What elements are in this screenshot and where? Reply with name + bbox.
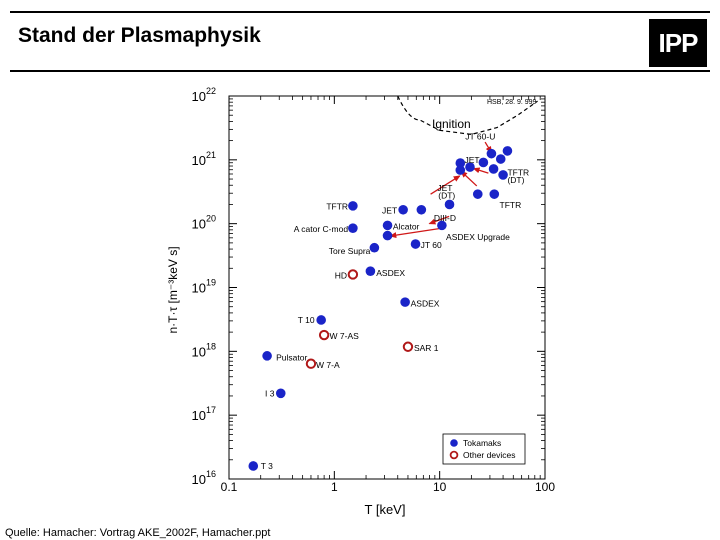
device-label: Alcator [393, 222, 420, 232]
device-label: T 10 [298, 315, 315, 325]
device-label: DIII-D [434, 213, 456, 223]
y-tick-label: 1021 [192, 150, 216, 168]
device-label: JET [464, 155, 479, 165]
other-device-point [347, 269, 359, 280]
device-label: JT 60-U [465, 132, 495, 142]
tokamak-point [416, 204, 427, 215]
tokamak-point [502, 146, 513, 156]
other-device-point [318, 329, 330, 341]
y-tick-label: 1019 [192, 278, 216, 296]
source-footer: Quelle: Hamacher: Vortrag AKE_2002F, Ham… [5, 527, 271, 539]
y-tick-label: 1018 [192, 341, 216, 359]
legend-tokamak-label: Tokamaks [463, 438, 501, 448]
tokamak-point [495, 154, 506, 164]
device-label: (DT) [507, 175, 524, 185]
tokamak-point [348, 201, 358, 211]
slide-title: Stand der Plasmaphysik [18, 24, 261, 47]
tokamak-point [488, 164, 499, 174]
legend-other-label: Other devices [463, 450, 515, 460]
title-rule [10, 70, 710, 72]
x-tick-label: 1 [331, 480, 338, 494]
tokamak-point [400, 297, 410, 307]
device-label: (DT) [438, 191, 455, 201]
tokamak-point [369, 242, 380, 253]
device-label: TFTR [500, 200, 522, 210]
tokamak-point [248, 461, 259, 471]
device-label: HD [335, 270, 347, 280]
x-tick-label: 0.1 [221, 480, 238, 494]
legend-tokamak-marker [450, 439, 458, 447]
tokamak-point [316, 315, 326, 325]
device-label: TFTR [326, 202, 348, 212]
y-tick-label: 1016 [192, 469, 216, 487]
y-tick-label: 1022 [192, 86, 216, 104]
y-tick-label: 1017 [192, 405, 216, 423]
progress-arrow [460, 170, 478, 187]
tokamak-point [498, 170, 508, 180]
tokamak-point [398, 204, 408, 215]
x-axis-label: T [keV] [365, 502, 406, 517]
ignition-label: Ignition [432, 117, 471, 131]
tokamak-point [348, 223, 358, 233]
device-label: ASDEX [376, 268, 405, 278]
other-device-point [402, 341, 414, 352]
tokamak-point [382, 230, 393, 241]
device-label: JT 60 [421, 240, 442, 250]
y-tick-label: 1020 [192, 214, 216, 232]
tokamak-point [489, 189, 500, 199]
tokamak-point [455, 165, 466, 175]
tokamak-point [478, 157, 489, 168]
device-label: TFTR [507, 168, 529, 178]
legend-box [442, 433, 526, 465]
device-label: W 7-A [316, 360, 340, 370]
tokamak-point [455, 158, 466, 168]
progress-arrow [430, 175, 461, 195]
device-label: JET [437, 183, 452, 193]
tokamak-point [365, 266, 376, 277]
device-label: JET [382, 206, 397, 216]
tokamak-point [262, 351, 272, 361]
tokamak-point [410, 239, 421, 249]
device-label: SAR 1 [414, 343, 439, 353]
device-label: Tore Supra [329, 246, 371, 256]
tokamak-point [275, 388, 286, 399]
tokamak-point [486, 148, 497, 159]
device-label: ASDEX Upgrade [446, 232, 510, 242]
top-rule [10, 11, 710, 13]
x-tick-label: 100 [535, 480, 555, 494]
progress-arrow [389, 227, 445, 239]
y-axis-label: n·T·τ [m⁻³keV s] [166, 246, 180, 333]
other-device-point [305, 358, 317, 369]
chart-stamp: HSB, 28. 9. 999 [487, 99, 537, 106]
device-label: W 7-AS [330, 331, 360, 341]
tokamak-point [444, 199, 455, 210]
progress-arrow [428, 215, 450, 225]
x-tick-label: 10 [433, 480, 447, 494]
device-label: I 3 [265, 388, 275, 398]
device-label: T 3 [261, 461, 273, 471]
plot-frame [228, 95, 546, 480]
tokamak-point [437, 220, 447, 231]
device-label: ASDEX [411, 299, 440, 309]
tokamak-point [472, 189, 483, 199]
device-label: Pulsator [276, 353, 307, 363]
tokamak-point [465, 162, 475, 172]
tokamak-point [382, 220, 393, 231]
progress-arrow [472, 167, 489, 174]
legend-other-marker [449, 450, 459, 460]
device-label: A cator C-mod [294, 224, 349, 234]
ipp-logo: IPP [649, 19, 707, 67]
